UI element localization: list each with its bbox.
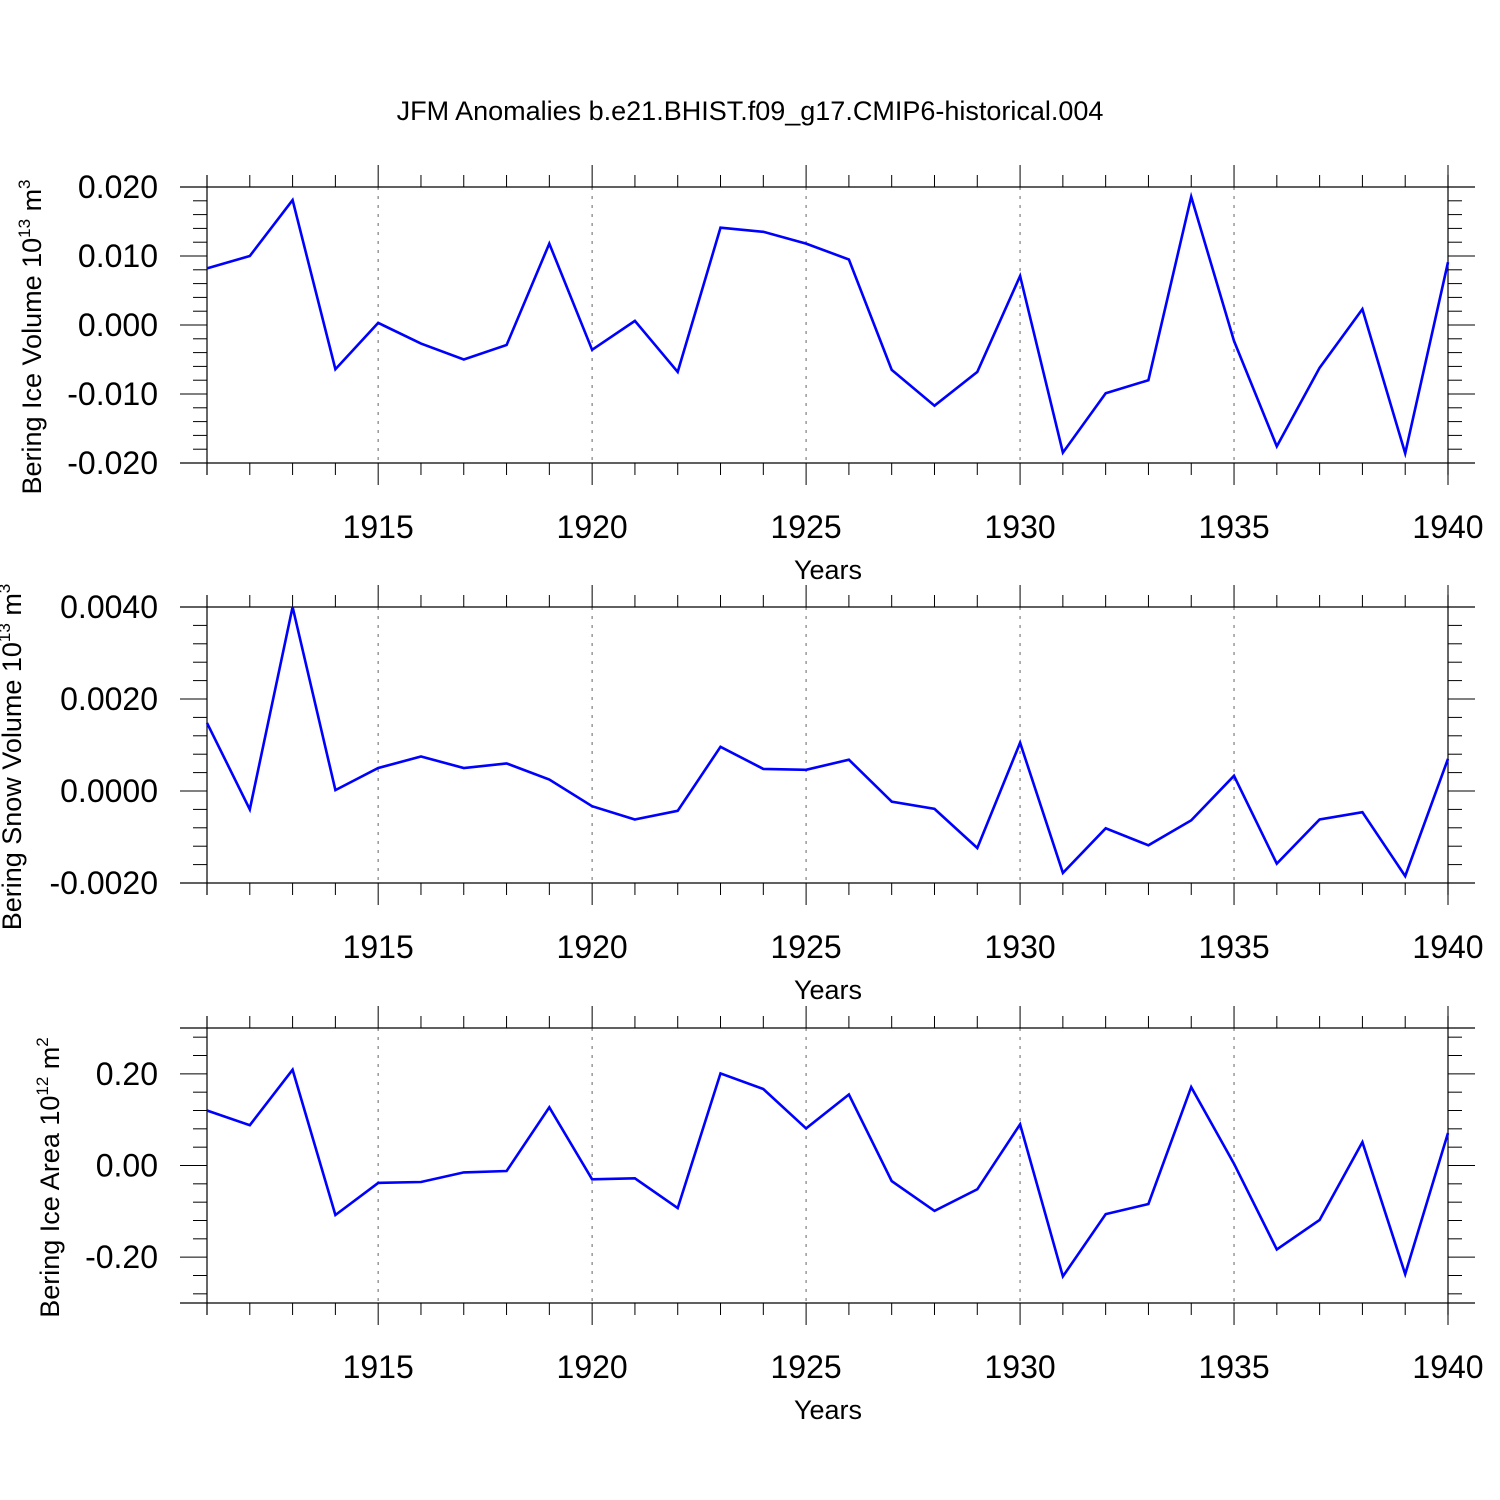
x-tick-label: 1935 bbox=[1198, 929, 1269, 965]
y-axis-title-text: Bering Ice Area 10 bbox=[35, 1096, 65, 1318]
y-axis-title-exponent: 13 bbox=[15, 219, 34, 238]
x-tick-label: 1930 bbox=[984, 929, 1055, 965]
y-tick-label: -0.010 bbox=[67, 376, 158, 412]
panel-1: 1915 1920 1925 1930 1935 1940 Years -0.020 -0.01… bbox=[15, 165, 1484, 585]
series-line bbox=[206, 191, 1450, 459]
y-tick-label: 0.20 bbox=[96, 1056, 158, 1092]
y-tick-label: 0.00 bbox=[96, 1148, 158, 1184]
x-axis-title: Years bbox=[794, 1395, 862, 1425]
x-tick-label: 1925 bbox=[771, 509, 842, 545]
x-tick-label: 1940 bbox=[1412, 929, 1483, 965]
series-line bbox=[205, 606, 1450, 879]
x-tick-label: 1935 bbox=[1198, 509, 1269, 545]
x-axis-title: Years bbox=[794, 555, 862, 585]
y-axis-title: Bering Ice Volume 1013 m3 bbox=[15, 179, 47, 494]
y-axis-title-unit: m bbox=[0, 593, 27, 623]
x-tick-label: 1940 bbox=[1412, 509, 1483, 545]
y-axis-title-text: Bering Snow Volume 10 bbox=[0, 642, 27, 930]
x-tick-label: 1925 bbox=[771, 929, 842, 965]
y-axis-title-exponent: 13 bbox=[0, 623, 14, 642]
series-line bbox=[206, 1066, 1450, 1280]
x-tick-label: 1920 bbox=[557, 1349, 628, 1385]
panel-3: 1915 1920 1925 1930 1935 1940 Years -0.20 0.00 0.… bbox=[33, 1006, 1484, 1425]
y-tick-label: 0.000 bbox=[78, 307, 158, 343]
y-axis-title-unit-exponent: 2 bbox=[33, 1037, 52, 1046]
x-tick-label: 1915 bbox=[343, 929, 414, 965]
y-axis-title-unit-exponent: 3 bbox=[0, 584, 14, 593]
y-axis-title-unit-exponent: 3 bbox=[15, 179, 34, 188]
x-tick-label: 1930 bbox=[984, 509, 1055, 545]
y-axis-title: Bering Snow Volume 1013 m3 bbox=[0, 584, 27, 931]
y-axis-title-unit: m bbox=[35, 1047, 65, 1077]
y-tick-label: 0.0000 bbox=[60, 773, 158, 809]
y-axis-title-exponent: 12 bbox=[33, 1077, 52, 1096]
x-tick-label: 1920 bbox=[557, 509, 628, 545]
y-axis-title: Bering Ice Area 1012 m2 bbox=[33, 1037, 65, 1318]
x-tick-label: 1930 bbox=[984, 1349, 1055, 1385]
figure-title: JFM Anomalies b.e21.BHIST.f09_g17.CMIP6-… bbox=[396, 96, 1104, 126]
x-tick-label: 1935 bbox=[1198, 1349, 1269, 1385]
y-tick-label: 0.0020 bbox=[60, 681, 158, 717]
y-axis-title-text: Bering Ice Volume 10 bbox=[17, 238, 47, 495]
x-tick-label: 1915 bbox=[343, 1349, 414, 1385]
x-axis-title: Years bbox=[794, 975, 862, 1005]
y-tick-label: 0.0040 bbox=[60, 589, 158, 625]
y-tick-label: -0.020 bbox=[67, 445, 158, 481]
panel-2: 1915 1920 1925 1930 1935 1940 Years -0.0020 0.00… bbox=[0, 584, 1484, 1005]
x-tick-label: 1915 bbox=[343, 509, 414, 545]
x-tick-label: 1920 bbox=[557, 929, 628, 965]
y-tick-label: 0.010 bbox=[78, 238, 158, 274]
y-tick-label: 0.020 bbox=[78, 169, 158, 205]
y-tick-label: -0.20 bbox=[85, 1239, 158, 1275]
x-tick-label: 1925 bbox=[771, 1349, 842, 1385]
y-axis-title-unit: m bbox=[17, 189, 47, 219]
x-tick-label: 1940 bbox=[1412, 1349, 1483, 1385]
y-tick-label: -0.0020 bbox=[49, 865, 158, 901]
